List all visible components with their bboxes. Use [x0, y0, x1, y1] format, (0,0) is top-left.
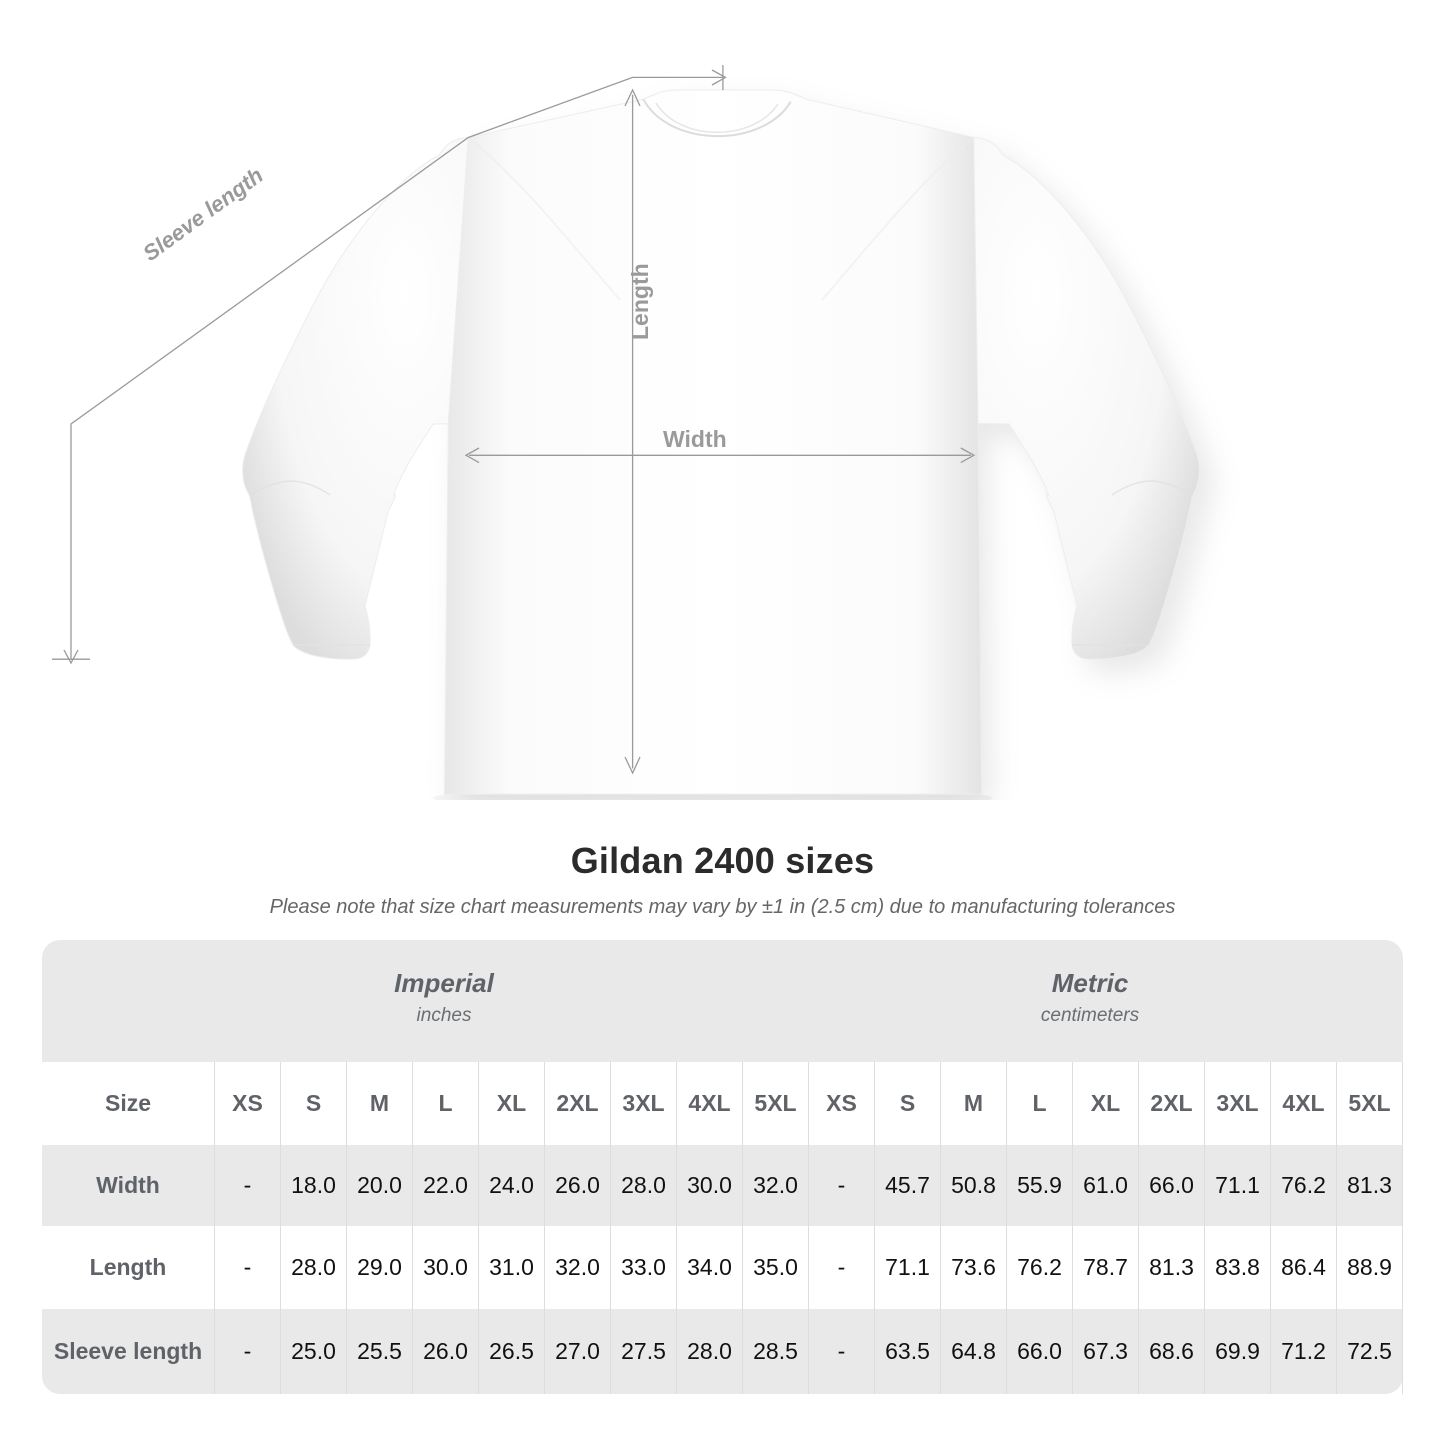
- svg-text:Sleeve length: Sleeve length: [138, 162, 267, 266]
- svg-text:Width: Width: [663, 426, 727, 452]
- svg-text:Length: Length: [627, 263, 653, 340]
